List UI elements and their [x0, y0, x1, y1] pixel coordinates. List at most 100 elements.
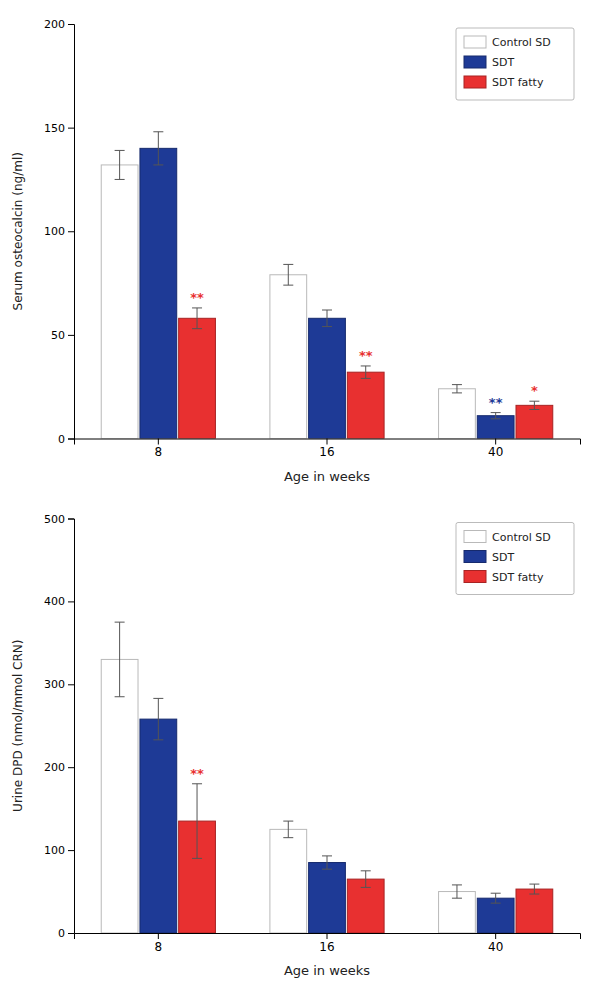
y-axis-title: Urine DPD (nmol/mmol CRN) — [11, 640, 25, 812]
error-bar-line — [529, 884, 539, 885]
tick-mark — [68, 519, 74, 520]
error-bar-line — [115, 179, 125, 180]
error-bar — [491, 413, 501, 419]
x-axis: 8 16 40 — [75, 933, 581, 954]
error-bar-line — [153, 164, 163, 165]
error-bar-line — [365, 871, 366, 888]
legend-item: SDT — [464, 56, 514, 69]
tick-label: 40 — [488, 445, 503, 459]
significance-marker: ** — [489, 395, 503, 410]
error-bar-line — [153, 698, 163, 699]
tick: 8 — [155, 439, 163, 460]
tick-mark — [68, 24, 74, 25]
error-bar-line — [158, 698, 159, 739]
error-bar — [452, 885, 462, 898]
error-bar — [115, 150, 125, 179]
panel: **816400100200300400500Age in weeksUrine… — [11, 513, 581, 978]
tick: 40 — [488, 933, 503, 954]
legend: Control SDSDTSDT fatty — [456, 523, 574, 595]
tick-mark — [68, 850, 74, 851]
bar — [179, 318, 216, 438]
bar — [140, 148, 177, 438]
error-bar-line — [322, 869, 332, 870]
error-bar — [361, 871, 371, 888]
y-axis-title: Serum osteocalcin (ng/ml) — [11, 152, 25, 310]
error-bar-line — [452, 884, 462, 885]
error-bar-line — [283, 821, 293, 822]
significance-marker: ** — [190, 766, 204, 781]
bar — [477, 416, 514, 439]
tick-label: 16 — [319, 445, 334, 459]
error-bar-line — [197, 308, 198, 329]
error-bar-line — [529, 401, 539, 402]
tick-label: 300 — [44, 678, 65, 691]
error-bar-line — [119, 622, 120, 697]
tick-mark — [68, 128, 74, 129]
error-bar-line — [452, 392, 462, 393]
error-bar-line — [491, 903, 501, 904]
significance-marker: ** — [190, 290, 204, 305]
error-bar-line — [327, 310, 328, 327]
significance: ** — [190, 766, 204, 781]
error-bar-line — [529, 409, 539, 410]
tick-mark — [68, 684, 74, 685]
error-bar-line — [288, 821, 289, 838]
bar — [101, 165, 138, 439]
tick-label: 8 — [155, 940, 163, 954]
series — [140, 698, 514, 933]
error-bar-line — [158, 132, 159, 165]
tick-mark — [68, 231, 74, 232]
tick: 16 — [319, 933, 334, 954]
tick-mark — [158, 933, 159, 939]
significance-marker: * — [531, 383, 538, 398]
tick: 8 — [155, 933, 163, 954]
error-bar — [153, 132, 163, 165]
legend-item: SDT fatty — [464, 76, 544, 89]
tick: 300 — [44, 678, 74, 691]
y-axis: 050100150200 — [44, 18, 75, 446]
error-bar — [115, 622, 125, 697]
error-bar-line — [197, 784, 198, 859]
figure: *******81640050100150200Age in weeksSeru… — [0, 0, 600, 989]
bar — [309, 318, 346, 438]
bar — [347, 372, 384, 438]
tick: 100 — [44, 844, 74, 857]
tick: 200 — [44, 761, 74, 774]
error-bar-line — [283, 264, 293, 265]
error-bar-line — [529, 894, 539, 895]
error-bar — [192, 784, 202, 859]
significance: ******* — [190, 290, 538, 411]
error-bar — [153, 698, 163, 739]
panel: *******81640050100150200Age in weeksSeru… — [11, 18, 581, 483]
legend-label: SDT fatty — [492, 76, 544, 89]
axis-line — [75, 439, 581, 445]
error-bar-line — [192, 783, 202, 784]
bar — [270, 275, 307, 439]
error-bar-line — [115, 622, 125, 623]
legend-frame — [456, 523, 574, 595]
error-bar-line — [283, 285, 293, 286]
error-bar-line — [361, 887, 371, 888]
tick-label: 200 — [44, 761, 65, 774]
legend-swatch — [464, 531, 486, 543]
bar — [516, 889, 553, 933]
error-bar — [452, 385, 462, 393]
bar — [309, 863, 346, 933]
tick: 100 — [44, 225, 74, 238]
series — [179, 308, 553, 439]
tick-mark — [327, 933, 328, 939]
error-bar-line — [491, 412, 501, 413]
legend-label: SDT — [492, 551, 514, 564]
x-axis: 8 16 40 — [75, 439, 581, 460]
bar — [270, 829, 307, 933]
bar — [140, 719, 177, 933]
bars — [101, 622, 553, 933]
tick-mark — [327, 439, 328, 445]
bar — [477, 898, 514, 933]
error-bar — [322, 856, 332, 869]
error-bar-line — [495, 893, 496, 903]
series — [101, 622, 475, 933]
x-axis-title: Age in weeks — [284, 963, 370, 978]
error-bar-line — [491, 418, 501, 419]
tick: 400 — [44, 595, 74, 608]
